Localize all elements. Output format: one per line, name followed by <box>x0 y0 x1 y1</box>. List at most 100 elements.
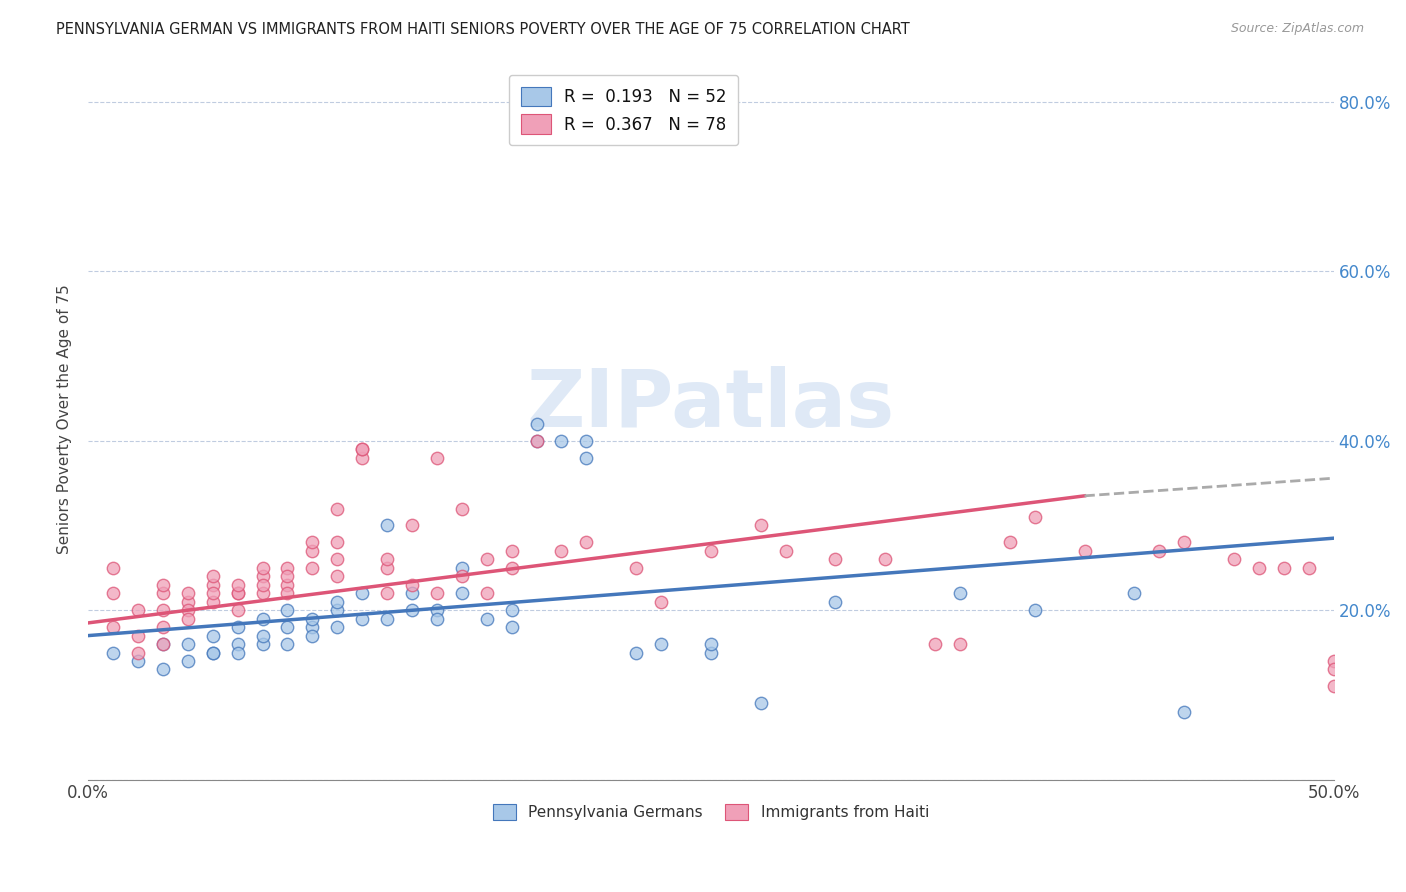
Point <box>1024 603 1046 617</box>
Point <box>252 612 274 626</box>
Point <box>401 578 423 592</box>
Point <box>375 561 398 575</box>
Point <box>501 620 523 634</box>
Point <box>326 595 349 609</box>
Point <box>375 586 398 600</box>
Point <box>252 578 274 592</box>
Text: Source: ZipAtlas.com: Source: ZipAtlas.com <box>1230 22 1364 36</box>
Point <box>624 561 647 575</box>
Point <box>201 569 224 583</box>
Point <box>650 595 672 609</box>
Point <box>276 578 298 592</box>
Point <box>1024 510 1046 524</box>
Point <box>226 637 249 651</box>
Point <box>450 586 472 600</box>
Point <box>1323 663 1346 677</box>
Point <box>326 569 349 583</box>
Point <box>352 612 374 626</box>
Point <box>526 434 548 448</box>
Point <box>1323 654 1346 668</box>
Point <box>252 586 274 600</box>
Point <box>276 620 298 634</box>
Point <box>749 697 772 711</box>
Point <box>426 603 449 617</box>
Point <box>475 586 498 600</box>
Point <box>650 637 672 651</box>
Point <box>501 561 523 575</box>
Point <box>177 637 200 651</box>
Point <box>501 544 523 558</box>
Point <box>276 561 298 575</box>
Point <box>352 442 374 457</box>
Point <box>575 450 598 465</box>
Point <box>700 637 723 651</box>
Point <box>152 578 174 592</box>
Point <box>201 586 224 600</box>
Point <box>177 595 200 609</box>
Point <box>426 586 449 600</box>
Point <box>1149 544 1171 558</box>
Point <box>152 637 174 651</box>
Point <box>624 646 647 660</box>
Point <box>924 637 946 651</box>
Point <box>401 518 423 533</box>
Point <box>550 434 572 448</box>
Point <box>201 595 224 609</box>
Point <box>426 450 449 465</box>
Point <box>152 586 174 600</box>
Point <box>1298 561 1320 575</box>
Point <box>949 637 972 651</box>
Point <box>152 663 174 677</box>
Point <box>127 654 149 668</box>
Point <box>575 535 598 549</box>
Text: PENNSYLVANIA GERMAN VS IMMIGRANTS FROM HAITI SENIORS POVERTY OVER THE AGE OF 75 : PENNSYLVANIA GERMAN VS IMMIGRANTS FROM H… <box>56 22 910 37</box>
Point <box>177 586 200 600</box>
Point <box>749 518 772 533</box>
Y-axis label: Seniors Poverty Over the Age of 75: Seniors Poverty Over the Age of 75 <box>58 285 72 555</box>
Point <box>526 417 548 431</box>
Point <box>252 637 274 651</box>
Point <box>301 612 323 626</box>
Legend: Pennsylvania Germans, Immigrants from Haiti: Pennsylvania Germans, Immigrants from Ha… <box>486 797 935 826</box>
Point <box>127 629 149 643</box>
Point <box>252 629 274 643</box>
Point <box>201 646 224 660</box>
Point <box>276 569 298 583</box>
Point <box>201 646 224 660</box>
Point <box>352 450 374 465</box>
Point <box>301 629 323 643</box>
Point <box>1073 544 1095 558</box>
Point <box>475 552 498 566</box>
Text: ZIPatlas: ZIPatlas <box>527 367 896 444</box>
Point <box>1173 705 1195 719</box>
Point <box>226 620 249 634</box>
Point <box>101 561 124 575</box>
Point <box>700 646 723 660</box>
Point <box>326 603 349 617</box>
Point <box>401 586 423 600</box>
Point <box>1123 586 1146 600</box>
Point <box>326 501 349 516</box>
Point <box>177 654 200 668</box>
Point <box>326 620 349 634</box>
Point <box>301 535 323 549</box>
Point <box>949 586 972 600</box>
Point <box>127 646 149 660</box>
Point <box>226 586 249 600</box>
Point <box>375 552 398 566</box>
Point <box>152 603 174 617</box>
Point <box>326 535 349 549</box>
Point <box>301 544 323 558</box>
Point <box>450 569 472 583</box>
Point <box>101 586 124 600</box>
Point <box>375 612 398 626</box>
Point <box>276 637 298 651</box>
Point <box>998 535 1021 549</box>
Point <box>1323 680 1346 694</box>
Point <box>276 603 298 617</box>
Point <box>475 612 498 626</box>
Point <box>326 552 349 566</box>
Point <box>226 646 249 660</box>
Point <box>226 603 249 617</box>
Point <box>550 544 572 558</box>
